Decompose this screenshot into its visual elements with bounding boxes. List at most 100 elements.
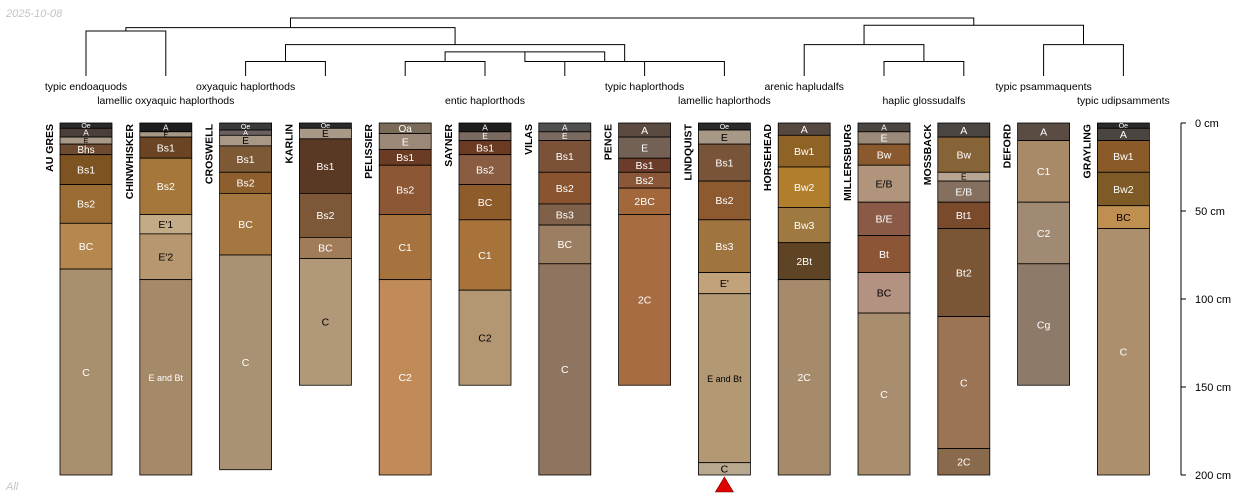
horizon-label: BC — [1116, 212, 1131, 224]
horizon-block — [698, 293, 751, 464]
horizon-label: Bs2 — [237, 178, 255, 190]
date-stamp: 2025-10-08 — [6, 8, 63, 20]
horizon-label: Bs1 — [556, 151, 574, 163]
horizon-block — [378, 164, 432, 215]
taxon-label: typic udipsamments — [1077, 95, 1170, 107]
horizon-label: E — [242, 136, 249, 147]
horizon-label: Oe — [81, 123, 90, 130]
soil-profile: A C1 C2 Cg DEFORD — [1002, 122, 1070, 386]
horizon-label: C1 — [478, 250, 492, 262]
horizon-label: Bt1 — [956, 210, 972, 222]
soil-profile: AE Bs1 Bs2 E'1 E'2 E and Bt CHINWHISKER — [124, 122, 193, 476]
profile-name: CROSWELL — [204, 123, 216, 184]
horizon-block — [219, 254, 273, 471]
horizon-label: A — [801, 124, 808, 136]
marker-triangle — [714, 476, 734, 493]
corner-label: All — [6, 481, 19, 493]
horizon-label: E/B — [955, 186, 972, 198]
horizon-block — [857, 235, 911, 273]
horizon-label: Bs2 — [636, 175, 654, 187]
horizon-block — [1097, 228, 1150, 476]
taxon-label: lamellic haplorthods — [678, 95, 771, 107]
horizon-block — [618, 214, 671, 386]
horizon-block — [538, 224, 592, 265]
horizon-label: BC — [79, 241, 94, 253]
horizon-block — [59, 268, 113, 476]
horizon-label: C — [1120, 347, 1128, 359]
soil-profile: A Bw1 Bw2 Bw3 2Bt 2C HORSEHEAD — [762, 122, 831, 476]
horizon-block — [139, 279, 193, 476]
horizon-label: E — [322, 129, 329, 140]
horizon-label: Bw1 — [794, 146, 815, 158]
horizon-label: A — [243, 130, 248, 137]
horizon-label: E — [163, 132, 168, 139]
horizon-label: C — [322, 317, 330, 329]
horizon-label: A — [163, 122, 169, 132]
horizon-label: E — [721, 132, 728, 144]
horizon-block — [378, 214, 432, 281]
profile-name: GRAYLING — [1081, 124, 1093, 178]
horizon-block — [59, 154, 113, 185]
horizon-label: C — [561, 364, 569, 376]
dendrogram-branch — [863, 24, 1084, 45]
horizon-label: E and Bt — [707, 374, 742, 384]
axis-tick-label: 50 cm — [1195, 206, 1225, 218]
profile-name: PELISSIER — [363, 124, 375, 179]
horizon-block — [139, 233, 193, 281]
horizon-label: Oa — [399, 124, 413, 135]
horizon-label: Bw3 — [794, 220, 815, 232]
dendrogram-branch — [125, 27, 456, 45]
horizon-label: E — [641, 142, 648, 154]
profile-name: CHINWHISKER — [124, 124, 136, 200]
horizon-label: BC — [238, 219, 253, 231]
dendrogram-branch — [1043, 44, 1124, 76]
soil-profile: OeE Bs1 Bs2 BC C KARLIN — [283, 122, 352, 386]
horizon-label: E and Bt — [149, 373, 184, 383]
horizon-block — [219, 145, 273, 173]
horizon-label: Bs2 — [157, 181, 175, 193]
horizon-block — [378, 279, 432, 476]
axis-tick-label: 150 cm — [1195, 382, 1231, 394]
taxon-label: entic haplorthods — [445, 95, 525, 107]
horizon-label: Bs2 — [556, 183, 574, 195]
horizon-label: E — [961, 172, 967, 182]
horizon-label: A — [1120, 129, 1127, 141]
horizon-label: Oe — [1119, 123, 1128, 130]
horizon-label: E' — [720, 278, 729, 290]
horizon-label: 2Bt — [796, 256, 812, 268]
horizon-label: Bs1 — [476, 142, 494, 154]
horizon-label: 2BC — [634, 196, 655, 208]
soil-profile: OeE Bs1 Bs2 Bs3 E' E and Bt C LINDQUIST — [682, 122, 751, 493]
horizon-label: Bs2 — [316, 210, 334, 222]
horizon-label: C2 — [478, 333, 492, 345]
horizon-label: Bs2 — [396, 185, 414, 197]
soil-profile: OaE Bs1 Bs2 C1 C2 PELISSIER — [363, 122, 432, 476]
soil-profile: A Bw E E/B Bt1 Bt2 C 2C MOSSBACK — [922, 122, 991, 476]
horizon-label: Bs1 — [316, 161, 334, 173]
horizon-block — [777, 279, 831, 476]
soil-profile: AE Bw E/B B/E Bt BC C MILLERSBURG — [842, 122, 911, 476]
horizon-block — [298, 138, 352, 194]
horizon-block — [857, 164, 911, 203]
taxon-label: typic psammaquents — [995, 81, 1091, 93]
horizon-label: Bs1 — [636, 160, 654, 172]
horizon-label: A — [960, 125, 967, 137]
horizon-label: 2C — [957, 457, 971, 469]
dendrogram-branch — [444, 51, 606, 62]
horizon-block — [59, 222, 113, 270]
horizon-label: BC — [558, 239, 573, 251]
horizon-block — [1017, 201, 1070, 265]
horizon-block — [857, 312, 911, 476]
horizon-label: C — [721, 464, 729, 476]
horizon-block — [698, 462, 751, 476]
profile-name: HORSEHEAD — [762, 124, 774, 192]
horizon-label: Oe — [720, 124, 729, 131]
horizon-block — [937, 448, 991, 476]
profile-name: DEFORD — [1002, 124, 1014, 169]
horizon-label: Bw — [877, 149, 892, 161]
horizon-block — [458, 154, 512, 185]
axis-tick-label: 0 cm — [1195, 118, 1219, 130]
horizon-label: C1 — [1037, 166, 1051, 178]
